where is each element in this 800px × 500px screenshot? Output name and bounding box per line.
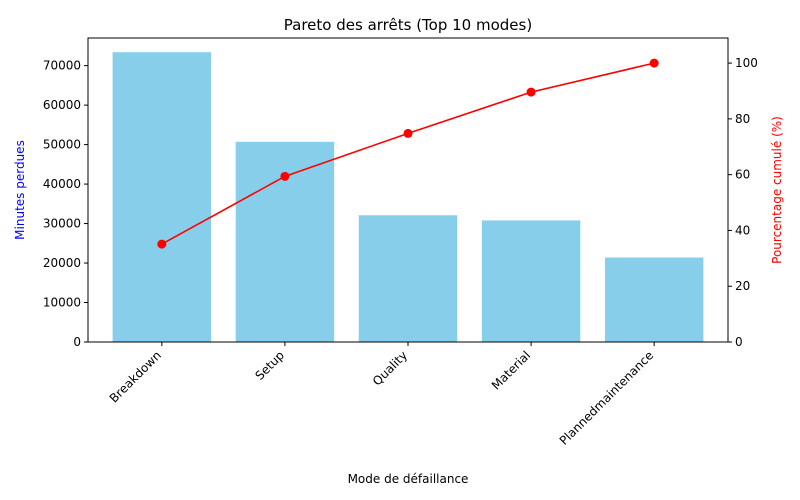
cumulative-point-plannedmaintenance (649, 58, 659, 68)
right-tick-label: 80 (735, 112, 750, 126)
x-axis-ticks: Breakdown Setup Quality Material Plannedmain… (107, 342, 657, 448)
bar-quality (358, 215, 458, 342)
left-tick-label: 60000 (43, 98, 81, 112)
bar-breakdown (112, 52, 212, 343)
left-tick-label: 10000 (43, 296, 81, 310)
left-tick-label: 70000 (43, 59, 81, 73)
cumulative-point-material (526, 87, 536, 97)
x-tick-label-setup: Setup (252, 348, 287, 383)
x-tick-label-plannedmaintenance: Plannedmaintenance (557, 348, 657, 448)
cumulative-point-quality (403, 128, 413, 138)
left-tick-label: 20000 (43, 256, 81, 270)
chart-title: Pareto des arrêts (Top 10 modes) (284, 16, 532, 34)
left-tick-label: 30000 (43, 217, 81, 231)
x-tick-label-breakdown: Breakdown (107, 348, 164, 405)
left-tick-label: 50000 (43, 138, 81, 152)
cumulative-line-group (157, 58, 659, 249)
left-tick-label: 0 (73, 335, 81, 349)
bar-plannedmaintenance (604, 257, 704, 342)
right-tick-label: 0 (735, 335, 743, 349)
bars-group (112, 52, 704, 343)
bar-material (481, 220, 581, 342)
right-axis-ticks: 0 20 40 60 80 100 (728, 56, 758, 349)
x-axis-label: Mode de défaillance (348, 472, 469, 486)
right-tick-label: 60 (735, 168, 750, 182)
left-axis-ticks: 0 10000 20000 30000 40000 50000 60000 70000 (43, 59, 88, 349)
x-tick-label-material: Material (489, 348, 533, 392)
right-tick-label: 100 (735, 56, 758, 70)
x-tick-label-quality: Quality (370, 348, 410, 388)
cumulative-point-breakdown (157, 239, 167, 249)
right-tick-label: 20 (735, 279, 750, 293)
cumulative-point-setup (280, 171, 290, 181)
right-tick-label: 40 (735, 223, 750, 237)
left-axis-label: Minutes perdues (13, 140, 27, 240)
right-axis-label: Pourcentage cumulé (%) (770, 116, 784, 264)
left-tick-label: 40000 (43, 177, 81, 191)
